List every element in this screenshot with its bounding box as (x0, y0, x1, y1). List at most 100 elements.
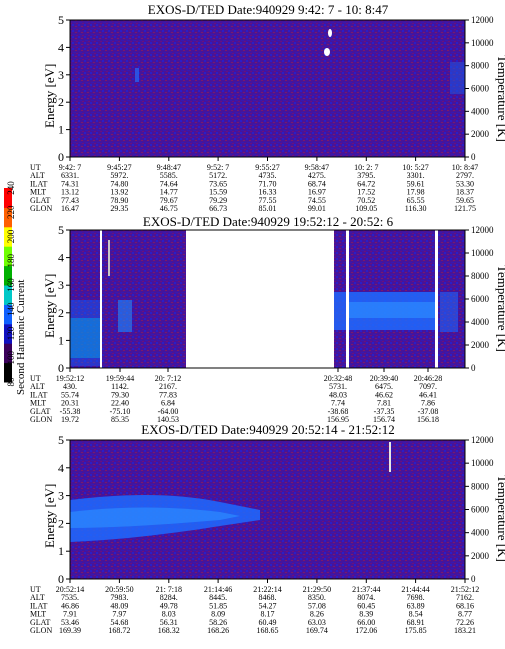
y-left-tick-label: 1 (58, 333, 64, 347)
panel-3-axes: 0 1 2 3 4 5 0 2000 4000 6000 8000 10000 12000 (58, 433, 494, 586)
y-right-tick-label: 10000 (471, 38, 494, 48)
ephemeris-cell: 169.39 (59, 626, 81, 635)
ephemeris-cell: 8468. (259, 593, 277, 602)
colorbar-swatches (4, 188, 12, 383)
ephemeris-cell: 7162. (456, 593, 474, 602)
ephemeris-cell: 60.49 (259, 618, 277, 627)
ephemeris-cell: 99.01 (308, 204, 326, 213)
ephemeris-cell: 10: 2: 7 (354, 163, 378, 172)
ephemeris-cell: 21:44:44 (401, 585, 429, 594)
ephemeris-cell: 8.77 (458, 610, 472, 619)
ephemeris-row-label: GLON (30, 204, 52, 213)
y-right-tick-label: 0 (471, 363, 476, 373)
ephemeris-cell: 8284. (160, 593, 178, 602)
ephemeris-cell: 168.26 (207, 626, 229, 635)
y-right-tick-label: 6000 (471, 84, 490, 94)
ephemeris-cell: 17.98 (407, 188, 425, 197)
ephemeris-cell: 8.09 (211, 610, 225, 619)
panel-2-segment-a-cold (70, 318, 100, 358)
colorbar-ticks: 80 100 120 140 160 180 200 220 240 (6, 181, 16, 387)
ephemeris-cell: 77.83 (159, 390, 177, 399)
panel-2-segment-e-band (440, 292, 458, 332)
ephemeris-cell: 20.31 (61, 399, 79, 408)
colorbar-swatch (4, 343, 12, 364)
ephemeris-cell: 168.32 (158, 626, 180, 635)
ephemeris-cell: 66.00 (357, 618, 375, 627)
y-left-tick-label: 5 (58, 433, 64, 447)
ephemeris-cell: 20:46:28 (414, 374, 442, 383)
ephemeris-cell: 53.46 (61, 618, 79, 627)
ephemeris-cell: 68.91 (407, 618, 425, 627)
y-right-tick-label: 10000 (471, 458, 494, 468)
colorbar-label: Second Harmonic Current (15, 280, 27, 395)
ephemeris-cell: 7.74 (331, 399, 345, 408)
ephemeris-cell: 7983. (110, 593, 128, 602)
ephemeris-cell: 7698. (407, 593, 425, 602)
ephemeris-cell: 57.08 (308, 601, 326, 610)
ephemeris-cell: 19.72 (61, 415, 79, 424)
ephemeris-cell: 22.40 (111, 399, 129, 408)
ephemeris-cell: 54.27 (259, 601, 277, 610)
ephemeris-row-label: ALT (30, 382, 45, 391)
panel-3-title: EXOS-D/TED Date:940929 20:52:14 - 21:52:… (141, 422, 394, 437)
panel-3-cold-plasma-core (70, 507, 240, 528)
ephemeris-cell: 68.16 (456, 601, 474, 610)
y-right-tick-label: 0 (471, 574, 476, 584)
ephemeris-row-label: ILAT (30, 179, 47, 188)
y-right-tick-label: 2000 (471, 551, 490, 561)
y-left-tick-label: 3 (58, 68, 64, 82)
ephemeris-cell: 9:52: 7 (207, 163, 229, 172)
colorbar-swatch (4, 265, 12, 286)
ephemeris-cell: 18.37 (456, 188, 474, 197)
ephemeris-cell: 56.31 (160, 618, 178, 627)
y-right-tick-label: 4000 (471, 528, 490, 538)
ephemeris-cell: 17.52 (357, 188, 375, 197)
ephemeris-cell: 63.03 (308, 618, 326, 627)
y-right-tick-label: 12000 (471, 435, 494, 445)
ephemeris-cell: 156.74 (373, 415, 395, 424)
ephemeris-row-label: UT (30, 374, 41, 383)
colorbar-swatch (4, 226, 12, 247)
panel-1-y-left-label: Energy [eV] (42, 64, 57, 128)
panel-3-ephemeris-table: UT 20:52:14 20:59:50 21: 7:18 21:14:46 21:22:… (30, 585, 479, 635)
ephemeris-cell: 7097. (419, 382, 437, 391)
ephemeris-cell: 7.81 (377, 399, 391, 408)
ephemeris-cell: 19:52:12 (56, 374, 84, 383)
ephemeris-cell: 8350. (308, 593, 326, 602)
colorbar-tick-label: 120 (6, 326, 16, 340)
panel-3-plot-area (69, 439, 466, 580)
ephemeris-cell: 8.26 (310, 610, 324, 619)
ephemeris-cell: 29.35 (110, 204, 128, 213)
y-right-tick-label: 6000 (471, 294, 490, 304)
colorbar-tick-label: 180 (6, 254, 16, 268)
ephemeris-cell: 49.78 (160, 601, 178, 610)
ephemeris-cell: 8.17 (261, 610, 275, 619)
colorbar-tick-label: 240 (6, 181, 16, 195)
ephemeris-cell: 7.91 (63, 610, 77, 619)
ephemeris-cell: 21:29:50 (303, 585, 331, 594)
panel-3-y-left-label: Energy [eV] (42, 484, 57, 548)
ephemeris-cell: 54.68 (110, 618, 128, 627)
ephemeris-cell: 168.65 (257, 626, 279, 635)
ephemeris-cell: 5972. (110, 171, 128, 180)
ephemeris-cell: 9:45:27 (107, 163, 131, 172)
colorbar-tick-label: 100 (6, 351, 16, 365)
ephemeris-cell: 156.18 (417, 415, 439, 424)
colorbar-swatch (4, 323, 12, 344)
ephemeris-cell: 60.45 (357, 601, 375, 610)
ephemeris-cell: 6475. (375, 382, 393, 391)
y-right-tick-label: 2000 (471, 340, 490, 350)
y-right-tick-label: 0 (471, 152, 476, 162)
ephemeris-row-label: MLT (30, 188, 46, 197)
panel-1-spectrogram (70, 20, 465, 157)
colorbar-tick-label: 160 (6, 278, 16, 292)
y-right-tick-label: 10000 (471, 248, 494, 258)
panel-1-y-right-label: Temperature [K] (495, 55, 505, 142)
ephemeris-cell: 7.97 (112, 610, 126, 619)
ephemeris-cell: 20:39:40 (370, 374, 398, 383)
ephemeris-row-label: GLAT (30, 196, 51, 205)
ephemeris-row-label: ALT (30, 171, 45, 180)
ephemeris-cell: 1142. (111, 382, 129, 391)
y-left-tick-label: 3 (58, 278, 64, 292)
ephemeris-row-label: ILAT (30, 390, 47, 399)
